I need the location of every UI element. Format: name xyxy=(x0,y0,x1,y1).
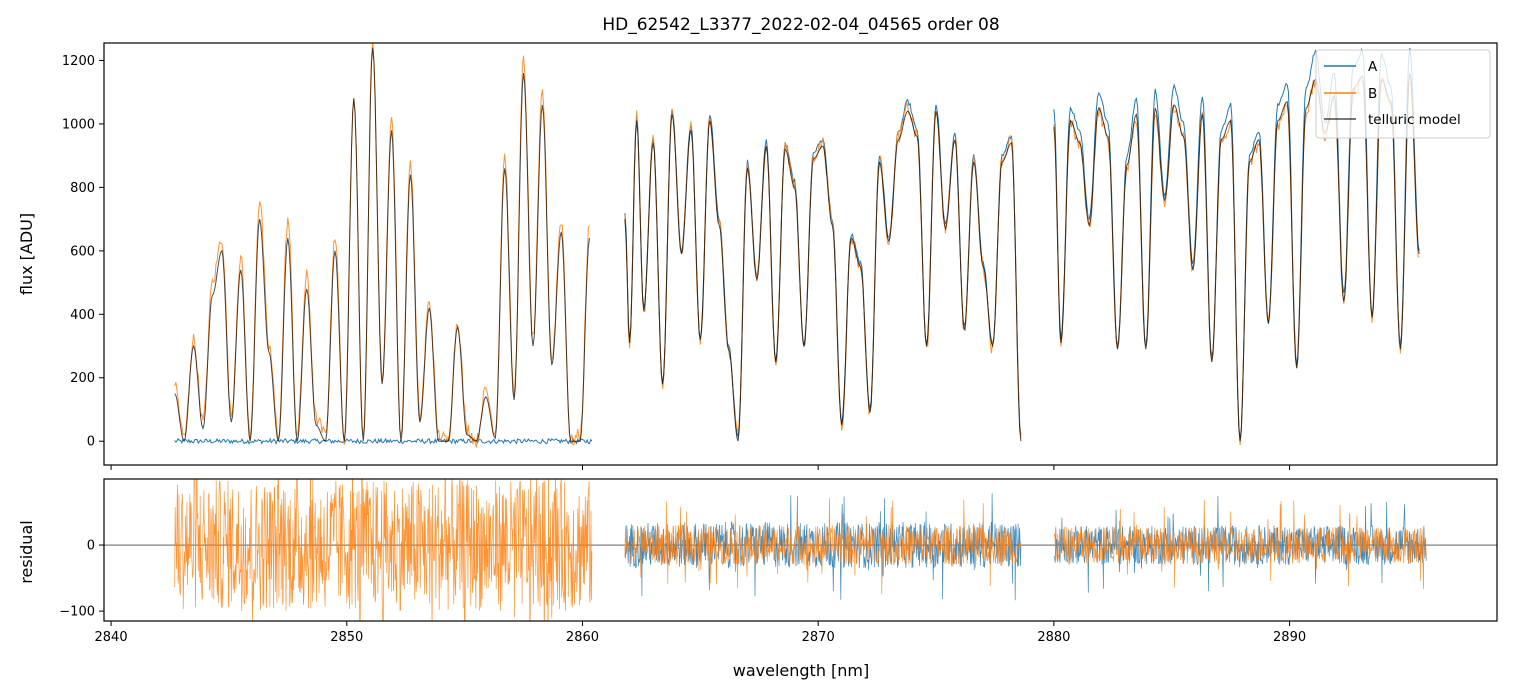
main-y-tick-label: 400 xyxy=(70,308,95,323)
main-y-tick-label: 1000 xyxy=(62,117,95,132)
main-y-axis: 0 200 400 600 800 1000 1200 xyxy=(62,54,104,450)
residual-x-tick-label: 2850 xyxy=(330,630,363,645)
series-b-segment-0 xyxy=(174,43,590,448)
main-y-tick-label: 1200 xyxy=(62,54,95,69)
main-plot-area xyxy=(174,43,1420,448)
series-telluric-model-segment-0 xyxy=(174,47,590,443)
main-y-tick-label: 800 xyxy=(70,181,95,196)
residual-series-b-segment-2 xyxy=(1053,499,1427,590)
residual-x-axis: 2840 2850 2860 2870 2880 2890 xyxy=(95,621,1306,645)
chart-title: HD_62542_L3377_2022-02-04_04565 order 08 xyxy=(602,15,999,35)
main-y-tick-label: 0 xyxy=(87,435,95,450)
residual-y-tick-label: −100 xyxy=(59,605,95,620)
x-axis-label: wavelength [nm] xyxy=(733,661,870,680)
residual-series-b-segment-1 xyxy=(624,498,1022,595)
series-a-segment-0 xyxy=(174,437,593,445)
main-y-axis-label: flux [ADU] xyxy=(17,213,36,295)
legend-label-a: A xyxy=(1368,59,1378,75)
residual-axes-frame xyxy=(103,478,1498,622)
residual-y-axis: −100 0 xyxy=(59,539,104,620)
residual-series-b-segment-0 xyxy=(174,479,593,621)
legend-box xyxy=(1315,49,1491,139)
residual-x-tick-label: 2890 xyxy=(1273,630,1306,645)
residual-y-axis-label: residual xyxy=(17,520,36,583)
residual-x-tick-label: 2870 xyxy=(802,630,835,645)
main-y-tick-label: 600 xyxy=(70,244,95,259)
main-axes-frame xyxy=(103,42,1498,466)
residual-x-tick-label: 2880 xyxy=(1037,630,1070,645)
legend: A B telluric model xyxy=(1315,49,1491,139)
legend-label-b: B xyxy=(1368,86,1377,102)
series-b-segment-1 xyxy=(624,100,1022,439)
main-x-axis xyxy=(110,465,1291,470)
residual-x-tick-label: 2860 xyxy=(566,630,599,645)
residual-plot-area xyxy=(104,479,1497,621)
residual-series-a-segment-1 xyxy=(1053,495,1427,593)
residual-y-tick-label: 0 xyxy=(87,539,95,554)
series-a-segment-1 xyxy=(624,98,1022,437)
residual-x-tick-label: 2840 xyxy=(95,630,128,645)
series-telluric-model-segment-1 xyxy=(624,110,1022,442)
main-y-tick-label: 200 xyxy=(70,371,95,386)
legend-label-telluric: telluric model xyxy=(1368,112,1461,128)
